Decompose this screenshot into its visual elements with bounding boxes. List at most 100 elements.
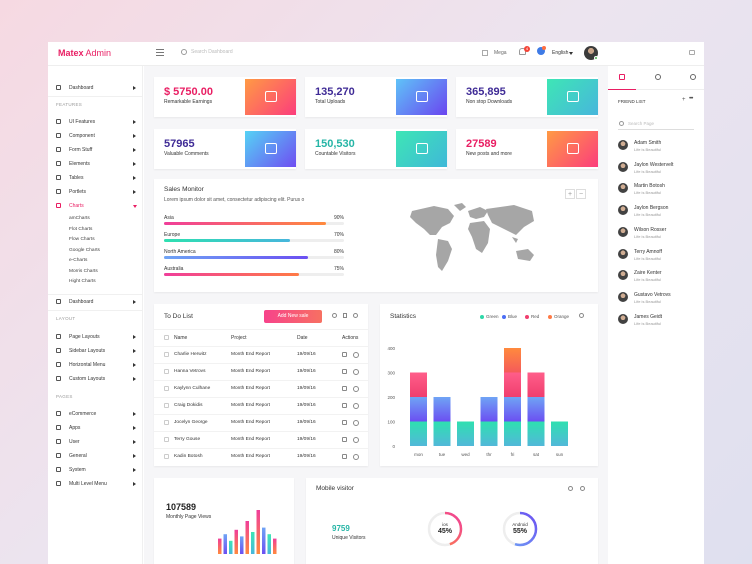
row-checkbox[interactable] bbox=[164, 420, 169, 425]
tab-chat-icon[interactable] bbox=[619, 74, 625, 80]
submenu-amcharts[interactable]: amCharts bbox=[69, 216, 90, 221]
submenu-hight-charts[interactable]: Hight Charts bbox=[69, 279, 96, 284]
mobile-donuts bbox=[427, 511, 538, 547]
region-progress-fill bbox=[164, 222, 326, 225]
select-all-checkbox[interactable] bbox=[164, 335, 169, 340]
mobile-settings-icon[interactable] bbox=[580, 486, 585, 491]
row-checkbox[interactable] bbox=[164, 403, 169, 408]
row-name: Kadin Botosh bbox=[174, 454, 203, 459]
friend-search-input[interactable]: Search Page bbox=[628, 121, 655, 126]
row-checkbox[interactable] bbox=[164, 437, 169, 442]
friend-list-item[interactable]: Terry Amnoff Life is Beautiful bbox=[618, 247, 698, 263]
zoom-in-button[interactable]: + bbox=[565, 189, 575, 199]
friend-search[interactable]: Search Page bbox=[618, 118, 694, 130]
tab-settings-icon[interactable] bbox=[690, 74, 696, 80]
sales-monitor-subtitle: Lorem ipsum dolor sit amet, consectetur … bbox=[164, 197, 305, 203]
chevron-right-icon bbox=[133, 426, 136, 430]
statistics-settings-icon[interactable] bbox=[579, 313, 584, 318]
row-checkbox[interactable] bbox=[164, 369, 169, 374]
friend-list-item[interactable]: Zaire Kenter Life is Beautiful bbox=[618, 268, 698, 284]
sidebar-item-label: eCommerce bbox=[69, 411, 97, 417]
friend-list-item[interactable]: James Geidt Life is Beautiful bbox=[618, 312, 698, 328]
submenu-flow-charts[interactable]: Flow Charts bbox=[69, 237, 95, 242]
stat-icon-box bbox=[547, 79, 598, 115]
sidebar-item-page-layouts[interactable]: Page Layouts bbox=[56, 333, 138, 343]
right-sidebar-tabs bbox=[608, 66, 704, 90]
sidebar-item-horizontal-menu[interactable]: Horizontal Menu bbox=[56, 361, 138, 371]
add-friend-button[interactable]: + bbox=[682, 97, 686, 103]
chevron-down-icon[interactable] bbox=[569, 52, 573, 55]
tables-icon bbox=[56, 175, 61, 180]
sidebar-item-dashboard-2[interactable]: Dashboard bbox=[56, 298, 138, 308]
sidebar-item-component[interactable]: Component bbox=[56, 132, 138, 142]
globe-icon[interactable] bbox=[537, 47, 545, 55]
col-header-name[interactable]: Name bbox=[174, 335, 188, 341]
edit-icon[interactable] bbox=[342, 386, 347, 391]
submenu-google-charts[interactable]: Google Charts bbox=[69, 247, 100, 253]
row-checkbox[interactable] bbox=[164, 386, 169, 391]
friend-list-item[interactable]: Jaylon Westervelt Life is Beautiful bbox=[618, 160, 698, 176]
row-date: 19/09/16 bbox=[297, 369, 316, 374]
row-checkbox[interactable] bbox=[164, 454, 169, 459]
delete-icon[interactable] bbox=[353, 385, 359, 392]
delete-icon[interactable] bbox=[353, 351, 359, 358]
delete-icon[interactable] bbox=[353, 453, 359, 460]
edit-icon[interactable] bbox=[342, 369, 347, 374]
col-header-date[interactable]: Date bbox=[297, 335, 308, 341]
col-header-project[interactable]: Project bbox=[231, 335, 247, 341]
trash-icon[interactable] bbox=[343, 313, 347, 318]
sidebar-item-sidebar-layouts[interactable]: Sidebar Layouts bbox=[56, 347, 138, 357]
mega-menu-label[interactable]: Mega bbox=[494, 50, 507, 56]
more-options-icon[interactable]: ••• bbox=[689, 96, 693, 102]
edit-icon[interactable] bbox=[342, 454, 347, 459]
sidebar-item-user[interactable]: User bbox=[56, 438, 138, 448]
chevron-right-icon bbox=[133, 86, 136, 90]
edit-icon[interactable] bbox=[342, 437, 347, 442]
edit-icon[interactable] bbox=[342, 420, 347, 425]
sidebar-item-ecommerce[interactable]: eCommerce bbox=[56, 410, 138, 420]
chat-icon[interactable] bbox=[689, 50, 695, 55]
hamburger-menu-icon[interactable] bbox=[156, 49, 164, 56]
sidebar-item-tables[interactable]: Tables bbox=[56, 174, 138, 184]
mega-menu-icon[interactable] bbox=[482, 50, 488, 56]
search-icon[interactable] bbox=[181, 49, 187, 55]
settings-icon[interactable] bbox=[353, 313, 358, 318]
edit-icon[interactable] bbox=[342, 403, 347, 408]
edit-icon[interactable] bbox=[342, 352, 347, 357]
submenu-flot-charts[interactable]: Flot Charts bbox=[69, 226, 93, 232]
friend-list-item[interactable]: Jaylon Bergson Life is Beautiful bbox=[618, 203, 698, 219]
submenu-morris-charts[interactable]: Morris Charts bbox=[69, 268, 98, 274]
sidebar-item-charts[interactable]: Charts bbox=[56, 202, 138, 212]
sidebar-item-elements[interactable]: Elements bbox=[56, 160, 138, 170]
sidebar-item-apps[interactable]: Apps bbox=[56, 424, 138, 434]
delete-icon[interactable] bbox=[353, 419, 359, 426]
sidebar-item-custom-layouts[interactable]: Custom Layouts bbox=[56, 375, 138, 385]
zoom-out-button[interactable]: − bbox=[576, 189, 586, 199]
delete-icon[interactable] bbox=[353, 368, 359, 375]
add-new-sale-button[interactable]: Add New sale bbox=[264, 310, 322, 323]
delete-icon[interactable] bbox=[353, 402, 359, 409]
sidebar-item-label: Component bbox=[69, 133, 95, 139]
tab-user-icon[interactable] bbox=[655, 74, 661, 80]
submenu-e-charts[interactable]: e-Charts bbox=[69, 258, 88, 263]
search-input[interactable]: Search Dashboard bbox=[191, 49, 233, 55]
friend-list-item[interactable]: Adam Smith Life is Beautiful bbox=[618, 138, 698, 154]
language-selector[interactable]: English bbox=[552, 50, 569, 56]
refresh-icon[interactable] bbox=[332, 313, 337, 318]
bar-segment bbox=[410, 397, 427, 422]
friend-list-item[interactable]: Martin Botosh Life is Beautiful bbox=[618, 181, 698, 197]
delete-icon[interactable] bbox=[353, 436, 359, 443]
sidebar-item-dashboard[interactable]: Dashboard bbox=[56, 84, 138, 94]
friend-list-item[interactable]: Wilson Rosser Life is Beautiful bbox=[618, 225, 698, 241]
sidebar-item-form-stuff[interactable]: Form Stuff bbox=[56, 146, 138, 156]
ui-features-icon bbox=[56, 119, 61, 124]
sidebar-item-general[interactable]: General bbox=[56, 452, 138, 462]
sidebar-item-multi-level-menu[interactable]: Multi Level Menu bbox=[56, 480, 138, 490]
sidebar-item-portlets[interactable]: Portlets bbox=[56, 188, 138, 198]
sidebar-item-system[interactable]: System bbox=[56, 466, 138, 476]
logo[interactable]: Matex Admin bbox=[58, 48, 111, 58]
friend-list-item[interactable]: Gustavo Vetrovs Life is Beautiful bbox=[618, 290, 698, 306]
sidebar-item-ui-features[interactable]: UI Features bbox=[56, 118, 138, 128]
mobile-refresh-icon[interactable] bbox=[568, 486, 573, 491]
row-checkbox[interactable] bbox=[164, 352, 169, 357]
